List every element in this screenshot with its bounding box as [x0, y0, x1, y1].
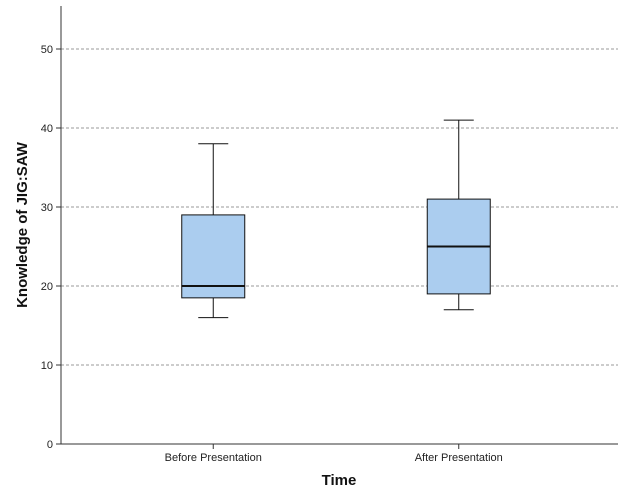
axes [60, 6, 618, 445]
y-tick-label-20: 20 [41, 281, 53, 293]
y-tick-label-10: 10 [41, 360, 53, 372]
grid-lines [61, 48, 618, 366]
x-axis-title: Time [322, 472, 357, 489]
x-axis-ticks: Before Presentation After Presentation [165, 444, 503, 464]
box-plot-series [181, 119, 491, 319]
y-axis-ticks: 0 10 20 30 40 50 [41, 44, 61, 451]
box-2 [426, 119, 491, 311]
iqr-box [181, 214, 246, 299]
y-tick-label-0: 0 [47, 439, 53, 451]
box-1 [181, 143, 246, 319]
y-tick-label-50: 50 [41, 44, 53, 56]
x-tick-label-1: Before Presentation [165, 452, 262, 464]
y-axis-title: Knowledge of JIG:SAW [14, 141, 31, 308]
x-tick-label-2: After Presentation [415, 452, 503, 464]
y-tick-label-30: 30 [41, 202, 53, 214]
y-tick-label-40: 40 [41, 123, 53, 135]
